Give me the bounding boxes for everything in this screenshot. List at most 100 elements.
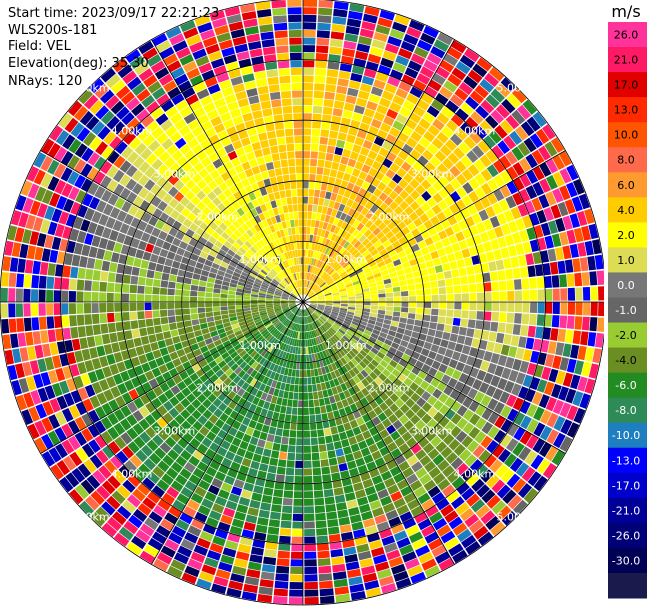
velocity-gate bbox=[367, 150, 378, 160]
velocity-gate bbox=[84, 233, 94, 246]
velocity-gate bbox=[245, 375, 254, 385]
velocity-gate bbox=[80, 373, 91, 386]
velocity-gate bbox=[168, 186, 179, 198]
velocity-gate bbox=[290, 219, 295, 228]
velocity-gate bbox=[222, 507, 236, 518]
velocity-gate bbox=[166, 251, 176, 260]
velocity-gate bbox=[325, 340, 332, 348]
velocity-gate bbox=[294, 468, 303, 476]
velocity-gate bbox=[415, 386, 426, 397]
velocity-gate bbox=[389, 359, 398, 368]
velocity-gate bbox=[369, 46, 384, 57]
velocity-gate bbox=[345, 371, 353, 380]
velocity-gate bbox=[107, 322, 116, 333]
velocity-gate bbox=[101, 522, 118, 537]
velocity-gate bbox=[540, 339, 550, 353]
velocity-gate bbox=[326, 145, 336, 154]
velocity-gate bbox=[260, 392, 268, 401]
velocity-gate bbox=[220, 440, 231, 450]
velocity-gate bbox=[315, 376, 321, 384]
velocity-gate bbox=[193, 348, 202, 357]
velocity-gate bbox=[336, 139, 346, 149]
velocity-gate bbox=[202, 364, 212, 373]
velocity-gate bbox=[272, 442, 281, 451]
velocity-gate bbox=[487, 178, 499, 192]
velocity-gate bbox=[477, 140, 491, 154]
velocity-gate bbox=[399, 317, 408, 324]
velocity-gate bbox=[317, 304, 325, 307]
velocity-gate bbox=[138, 418, 150, 431]
velocity-gate bbox=[426, 52, 442, 66]
velocity-gate bbox=[303, 287, 305, 295]
velocity-gate bbox=[47, 176, 60, 192]
velocity-gate bbox=[312, 266, 317, 274]
velocity-gate bbox=[334, 320, 342, 327]
velocity-gate bbox=[346, 134, 356, 144]
velocity-gate bbox=[129, 284, 138, 294]
velocity-gate bbox=[237, 397, 247, 407]
velocity-gate bbox=[126, 427, 139, 440]
velocity-gate bbox=[267, 76, 279, 85]
range-ring-label: 3.00km bbox=[411, 425, 453, 438]
velocity-gate bbox=[290, 422, 297, 430]
velocity-gate bbox=[204, 259, 213, 267]
velocity-gate bbox=[403, 492, 417, 504]
velocity-gate bbox=[125, 256, 135, 266]
velocity-gate bbox=[217, 236, 227, 245]
velocity-gate bbox=[257, 196, 265, 206]
velocity-gate bbox=[180, 409, 191, 420]
velocity-gate bbox=[137, 503, 152, 516]
velocity-gate bbox=[491, 500, 507, 515]
velocity-gate bbox=[345, 492, 356, 502]
velocity-gate bbox=[485, 206, 496, 218]
range-ring-label: 4.00km bbox=[454, 125, 496, 138]
velocity-gate bbox=[310, 437, 318, 446]
velocity-gate bbox=[393, 291, 401, 297]
velocity-gate bbox=[465, 116, 479, 130]
velocity-gate bbox=[303, 173, 309, 181]
colorbar-tick-label: 2.0 bbox=[617, 229, 635, 242]
velocity-gate bbox=[311, 274, 315, 282]
velocity-gate bbox=[343, 422, 352, 431]
velocity-gate bbox=[235, 413, 245, 423]
velocity-gate bbox=[584, 378, 596, 394]
velocity-gate bbox=[333, 441, 343, 450]
velocity-gate bbox=[128, 204, 139, 216]
velocity-gate bbox=[213, 408, 223, 418]
velocity-gate bbox=[101, 189, 113, 203]
velocity-gate bbox=[161, 272, 170, 281]
velocity-gate bbox=[106, 516, 122, 532]
velocity-gate bbox=[388, 413, 398, 424]
velocity-gate bbox=[100, 430, 113, 445]
velocity-gate bbox=[49, 192, 61, 207]
velocity-gate bbox=[373, 343, 382, 351]
velocity-gate bbox=[271, 280, 279, 286]
velocity-gate bbox=[515, 218, 526, 231]
velocity-gate bbox=[283, 421, 291, 430]
velocity-gate bbox=[279, 451, 288, 460]
velocity-gate bbox=[267, 169, 276, 178]
velocity-gate bbox=[257, 594, 273, 603]
velocity-gate bbox=[333, 300, 341, 302]
velocity-gate bbox=[522, 349, 533, 362]
velocity-gate bbox=[307, 331, 311, 339]
velocity-gate bbox=[192, 247, 202, 256]
velocity-gate bbox=[250, 296, 258, 300]
velocity-gate bbox=[100, 416, 113, 430]
velocity-gate bbox=[86, 336, 96, 348]
velocity-gate bbox=[298, 257, 301, 265]
velocity-gate bbox=[323, 255, 329, 263]
velocity-gate bbox=[235, 430, 245, 440]
velocity-gate bbox=[260, 31, 274, 41]
velocity-gate bbox=[24, 259, 34, 274]
velocity-gate bbox=[409, 531, 424, 544]
velocity-gate bbox=[40, 330, 49, 344]
velocity-gate bbox=[324, 91, 335, 100]
velocity-gate bbox=[172, 499, 186, 512]
velocity-gate bbox=[420, 179, 432, 190]
velocity-gate bbox=[213, 339, 222, 347]
velocity-gate bbox=[283, 279, 289, 286]
velocity-gate bbox=[430, 435, 442, 448]
velocity-gate bbox=[69, 228, 80, 242]
velocity-gate bbox=[219, 79, 232, 90]
